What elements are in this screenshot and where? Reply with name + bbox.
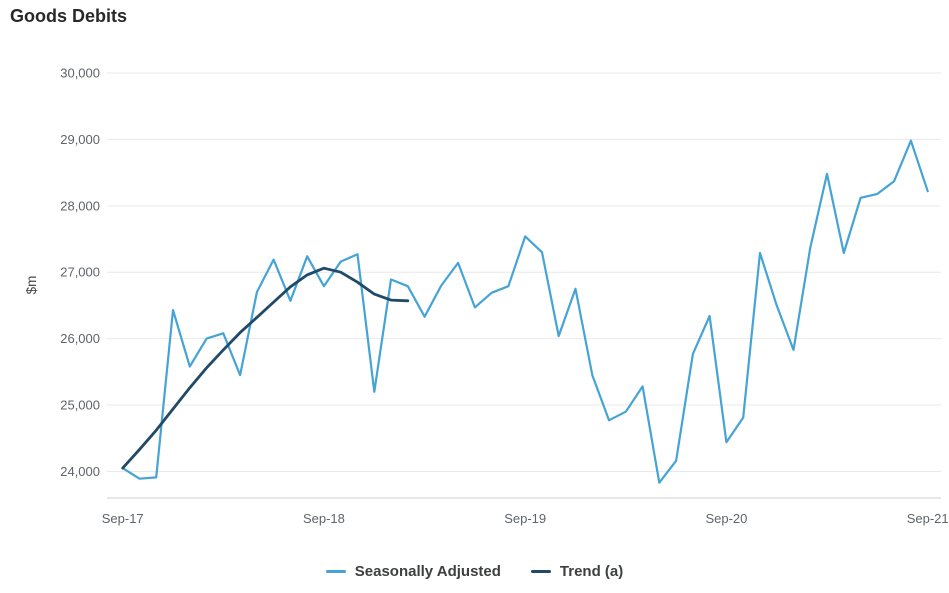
- seasonally-adjusted-line-icon: [325, 570, 346, 573]
- y-axis-tick-label: 24,000: [60, 464, 100, 479]
- y-axis-tick-label: 25,000: [60, 398, 100, 413]
- chart-title: Goods Debits: [10, 6, 128, 26]
- x-axis-tick-label: Sep-17: [102, 511, 144, 526]
- y-axis-title: $m: [24, 276, 39, 295]
- legend-item-trend[interactable]: Trend (a): [530, 563, 624, 580]
- legend-label-trend: Trend (a): [559, 563, 624, 580]
- chart-legend: Seasonally Adjusted Trend (a): [0, 563, 949, 580]
- x-axis-tick-label: Sep-21: [907, 511, 949, 526]
- x-axis-tick-label: Sep-20: [705, 511, 747, 526]
- series-line-trend[interactable]: [121, 266, 410, 470]
- legend-label-seasonally-adjusted: Seasonally Adjusted: [354, 563, 501, 580]
- x-axis-tick-label: Sep-19: [504, 511, 546, 526]
- y-axis-tick-label: 30,000: [60, 66, 100, 81]
- trend-line-icon: [530, 570, 551, 573]
- series-line-seasonally-adjusted[interactable]: [121, 139, 929, 484]
- y-axis-tick-label: 26,000: [60, 331, 100, 346]
- x-axis-tick-label: Sep-18: [303, 511, 345, 526]
- y-axis-tick-label: 28,000: [60, 198, 100, 213]
- y-axis-tick-label: 29,000: [60, 132, 100, 147]
- legend-item-seasonally-adjusted[interactable]: Seasonally Adjusted: [325, 563, 501, 580]
- y-axis-tick-label: 27,000: [60, 265, 100, 280]
